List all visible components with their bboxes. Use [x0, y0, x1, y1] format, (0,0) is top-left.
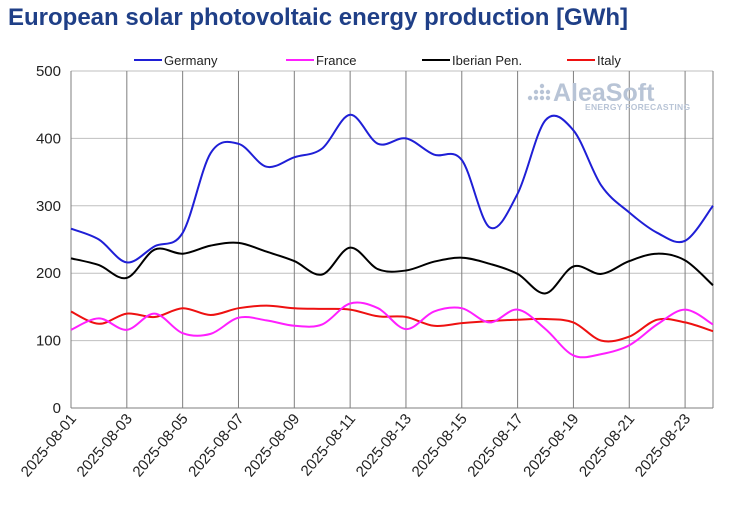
y-tick-label: 0 [53, 400, 61, 417]
x-tick-label: 2025-08-05 [129, 411, 191, 481]
x-tick-label: 2025-08-07 [185, 411, 247, 481]
x-tick-label: 2025-08-03 [74, 411, 136, 481]
x-tick-label: 2025-08-11 [298, 411, 360, 480]
legend-label-france: France [316, 53, 356, 68]
aleasoft-logo: AleaSoft ENERGY FORECASTING [527, 79, 690, 112]
y-tick-label: 100 [36, 333, 61, 350]
x-tick-label: 2025-08-09 [241, 411, 303, 481]
series-line-italy [70, 304, 714, 343]
x-tick-label: 2025-08-13 [353, 411, 415, 481]
chart-title: European solar photovoltaic energy produ… [8, 4, 629, 31]
y-tick-label: 300 [36, 198, 61, 215]
legend: Germany France Iberian Pen. Italy [134, 53, 621, 68]
legend-label-iberian-pen: Iberian Pen. [452, 53, 522, 68]
logo-name: AleaSoft [553, 79, 655, 107]
logo-tagline: ENERGY FORECASTING [585, 102, 690, 112]
legend-label-italy: Italy [597, 53, 621, 68]
legend-label-germany: Germany [164, 53, 218, 68]
y-tick-label: 200 [36, 265, 61, 282]
series-line-france [70, 301, 714, 359]
y-tick-label: 400 [36, 130, 61, 147]
y-tick-label: 500 [36, 63, 61, 80]
series-line-germany [70, 113, 714, 264]
grid [70, 70, 714, 409]
series-lines [70, 113, 714, 359]
x-tick-label: 2025-08-15 [409, 411, 471, 481]
x-tick-label: 2025-08-19 [520, 411, 582, 481]
x-tick-label: 2025-08-21 [576, 411, 638, 481]
x-tick-label: 2025-08-01 [18, 411, 80, 481]
series-line-iberian-pen [70, 241, 714, 295]
x-tick-label: 2025-08-17 [464, 411, 526, 481]
x-tick-label: 2025-08-23 [632, 411, 694, 481]
